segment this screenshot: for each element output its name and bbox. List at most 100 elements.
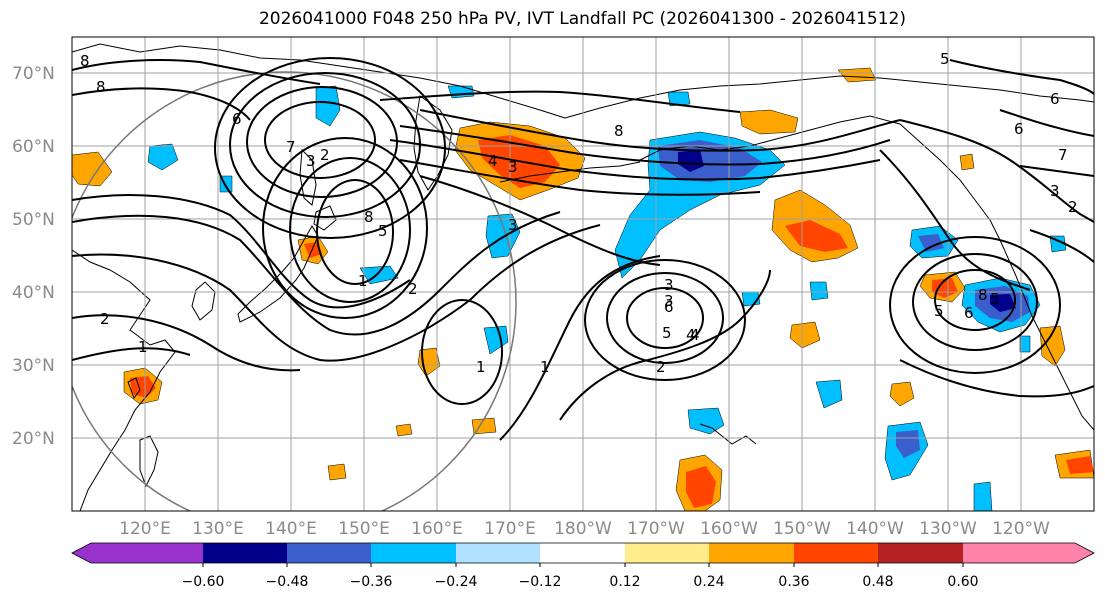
lat-label: 30°N [12,356,55,376]
colorbar-swatch [709,543,794,563]
lon-label: 160°W [700,519,758,539]
lon-label: 170°W [627,519,685,539]
anomaly-negative [809,281,829,301]
lon-label: 130°W [919,519,977,539]
anomaly-negative [315,85,341,127]
contour-label: 2 [408,280,418,298]
coastline-asia [72,43,566,119]
contour-label: 6 [964,304,974,322]
contour-label: 1 [138,338,148,356]
anomaly-negative [973,481,993,511]
contour-label: 1 [476,358,486,376]
colorbar-swatch [878,543,963,563]
colorbar-swatch [287,543,371,563]
pv-contour [262,137,428,319]
anomaly-negative [815,379,843,409]
pv-contour [264,101,376,179]
lat-label: 50°N [12,210,55,230]
contour-label: 2 [656,358,666,376]
colorbar-tick-label: −0.24 [435,574,478,590]
pv-contour [949,59,1094,95]
coastline-kamchatka [413,95,453,191]
anomaly-positive [932,278,958,298]
lon-label: 130°E [192,519,244,539]
contour-label: 3 [508,216,518,234]
pv-contour [399,125,891,166]
pv-contour [72,224,601,362]
lat-label: 70°N [12,64,55,84]
pv-contour [879,149,1031,291]
colorbar-tick-label: 0.12 [609,574,640,590]
latitude-labels: 70°N 60°N 50°N 40°N 30°N 20°N [12,64,55,449]
map-frame [71,36,1095,512]
lat-label: 60°N [12,137,55,157]
colorbar-tick-label: 0.36 [778,574,809,590]
anomaly-positive [686,466,716,508]
pv-contour [899,119,1094,223]
lon-label: 140°W [846,519,904,539]
pv-contours [72,57,1094,441]
pv-contour [1029,229,1094,263]
pv-contour [72,314,301,372]
contour-label: 3 [664,292,674,310]
lon-label: 150°E [338,519,390,539]
pv-contour [389,139,881,181]
contour-label: 8 [364,208,374,226]
anomaly-positive [789,321,821,349]
pv-contour [419,175,661,266]
contour-label: 3 [306,152,316,170]
contour-labels: 8 8 6 7 3 2 4 3 8 5 1 2 2 1 3 4 3 8 3 6 … [80,50,1078,376]
contour-label: 5 [934,302,944,320]
anomaly-negative [918,234,944,252]
longitude-labels: 120°E 130°E 140°E 150°E 160°E 170°E 180°… [119,519,1050,539]
colorbar-outline [71,542,1095,564]
map-content: 8 8 6 7 3 2 4 3 8 5 1 2 2 1 3 4 3 8 3 6 … [72,37,1094,511]
pv-contour [889,236,1061,374]
contour-label: 6 [664,298,674,316]
contour-label: 4 [488,152,498,170]
contour-label: 2 [1068,198,1078,216]
pv-contour [584,259,746,381]
colorbar-swatch [91,543,203,563]
anomaly-negative [1019,335,1031,353]
contour-label: 4 [686,326,696,344]
pv-contour [289,157,411,303]
anomaly-negative [687,407,725,435]
colorbar-swatch [456,543,540,563]
lon-label: 120°E [119,519,171,539]
contour-label: 8 [614,122,624,140]
lon-label: 120°W [992,519,1050,539]
colorbar-swatch [371,543,456,563]
anomaly-positive [72,151,113,187]
contour-label: 7 [1058,146,1068,164]
pv-contour [72,347,191,361]
colorbar-tick-label: −0.12 [519,574,562,590]
pv-contour [421,299,503,405]
anomaly-positive [889,381,915,407]
colorbar-extend-min [72,543,91,563]
lon-label: 170°E [484,519,536,539]
anomaly-negative [483,325,509,355]
colorbar-extend-max [1075,543,1094,563]
pv-contour [316,179,394,285]
lat-label: 40°N [12,283,55,303]
colorbar-swatch [625,543,709,563]
anomaly-positive [395,423,413,437]
contour-label: 2 [100,310,110,328]
coastline-korea [191,281,216,321]
coastline-taiwan [127,377,141,400]
pv-positive-anomalies [72,67,1094,511]
coastline-asia [72,249,176,511]
pv-negative-anomalies [147,85,1067,511]
pv-contour [1019,165,1094,177]
coastlines [72,43,1094,511]
pv-contour [559,269,771,421]
colorbar-tick-label: 0.60 [947,574,978,590]
anomaly-positive [959,153,975,171]
pv-contour [72,59,321,85]
anomaly-negative [147,143,179,171]
pv-contour [399,159,761,196]
anomaly-negative [447,85,475,99]
contour-label: 1 [540,358,550,376]
colorbar: −0.60 −0.48 −0.36 −0.24 −0.12 0.12 0.24 … [71,542,1095,590]
